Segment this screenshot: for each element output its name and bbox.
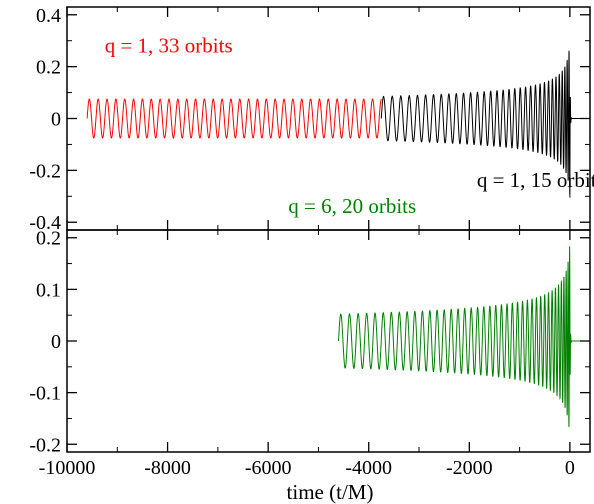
series-line-1-1 xyxy=(86,98,382,139)
x-tick-label: -4000 xyxy=(345,457,392,479)
y-tick-label: -0.1 xyxy=(29,383,61,405)
series-annotation: q = 1, 33 orbits xyxy=(105,33,233,57)
panel-2: -0.2 -0.1 0 0.1 0.2 q = 6, 20 orbits xyxy=(29,194,591,456)
series-line-1-2 xyxy=(380,50,583,198)
y-tick-label: 0.2 xyxy=(36,228,61,250)
y-tick-label: 0.1 xyxy=(36,279,61,301)
y-tick-label: 0 xyxy=(51,109,61,131)
x-tick-label: -10000 xyxy=(39,457,96,479)
y-tick-label: 0.2 xyxy=(36,57,61,79)
y-tick-label: -0.2 xyxy=(29,160,61,182)
x-tick-label: 0 xyxy=(565,457,575,479)
plot-layer: -0.4 -0.2 0 0.2 0.4 q = 1, 33 orbits q = 1, 15… xyxy=(29,5,594,479)
series-annotation: q = 6, 20 orbits xyxy=(288,194,416,218)
y-tick-label: 0 xyxy=(51,331,61,353)
x-tick-label: -2000 xyxy=(446,457,493,479)
x-tick-label: -6000 xyxy=(245,457,292,479)
y-tick-label: -0.4 xyxy=(29,212,61,234)
series-line-2-1 xyxy=(338,246,583,427)
plot-frame xyxy=(66,229,591,453)
x-tick-label: -8000 xyxy=(144,457,191,479)
x-axis-title: time (t/M) xyxy=(287,480,374,504)
series-annotation: q = 1, 15 orbits xyxy=(477,168,594,192)
panel-1: -0.4 -0.2 0 0.2 0.4 q = 1, 33 orbits q = 1, 15… xyxy=(29,5,594,234)
y-tick-label: 0.4 xyxy=(36,5,61,27)
y-tick-label: -0.2 xyxy=(29,434,61,456)
